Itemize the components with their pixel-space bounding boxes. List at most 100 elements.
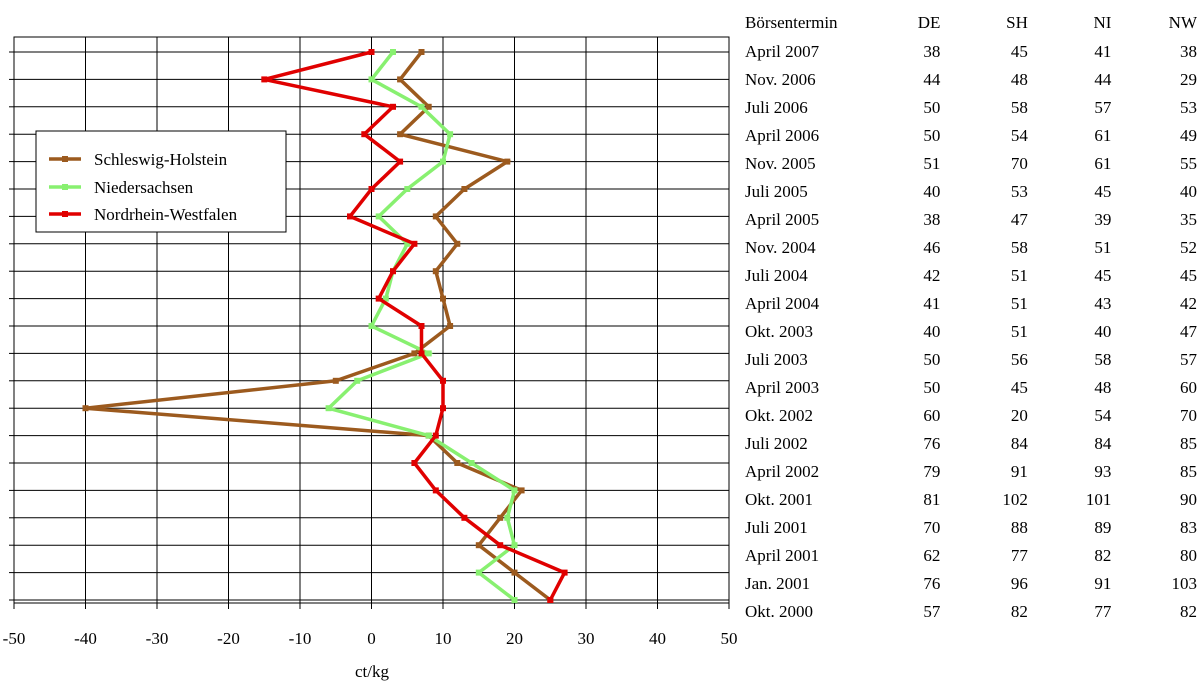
table-row: Juli 2006 50 58 57 53 (738, 94, 1197, 122)
cell-nw: 82 (1180, 602, 1197, 621)
row-label: Juli 2003 (745, 350, 808, 369)
cell-ni: 84 (1094, 434, 1112, 453)
data-point (390, 268, 396, 275)
data-point (368, 49, 375, 55)
cell-ni: 57 (1094, 98, 1112, 117)
header-sh: SH (1006, 13, 1028, 32)
table-row: Juli 2002 76 84 84 85 (738, 430, 1197, 458)
data-point (475, 542, 482, 549)
cell-nw: 103 (1171, 574, 1197, 593)
data-point (497, 542, 504, 549)
data-point (361, 131, 368, 138)
data-point (425, 432, 432, 439)
data-point (375, 213, 382, 220)
table-row: Juli 2004 42 51 45 45 (738, 262, 1197, 290)
data-point (468, 460, 475, 466)
legend: Schleswig-Holstein Niedersachsen Nordrhein… (35, 130, 287, 233)
cell-sh: 56 (1010, 350, 1028, 369)
cell-sh: 82 (1010, 602, 1028, 621)
series-nordrhein-westfalen (261, 49, 568, 603)
cell-nw: 90 (1180, 490, 1197, 509)
legend-label: Niedersachsen (94, 178, 194, 197)
data-point (432, 268, 439, 275)
cell-ni: 54 (1094, 406, 1112, 425)
cell-sh: 88 (1010, 518, 1028, 537)
cell-de: 70 (923, 518, 941, 537)
data-point (404, 240, 411, 247)
cell-de: 40 (923, 322, 941, 341)
cell-sh: 53 (1010, 182, 1028, 201)
cell-nw: 45 (1180, 266, 1197, 285)
cell-de: 50 (923, 378, 941, 397)
x-tick-label: -50 (3, 629, 26, 648)
row-label: Okt. 2001 (745, 490, 813, 509)
data-point (397, 131, 404, 138)
legend-swatch-marker (62, 211, 68, 217)
cell-sh: 47 (1010, 210, 1028, 229)
x-tick-label: 10 (435, 629, 452, 648)
cell-nw: 85 (1180, 434, 1197, 453)
cell-ni: 61 (1094, 126, 1112, 145)
table-row: Okt. 2002 60 20 54 70 (738, 402, 1197, 430)
data-point (411, 350, 418, 357)
cell-de: 81 (923, 490, 941, 509)
cell-nw: 70 (1180, 406, 1197, 425)
data-point (411, 460, 418, 466)
cell-de: 76 (923, 574, 941, 593)
data-point (440, 377, 446, 384)
data-point (332, 377, 339, 384)
header-boersentermin: Börsentermin (745, 13, 838, 32)
cell-ni: 41 (1094, 42, 1112, 61)
data-point (504, 158, 511, 165)
legend-swatch-marker (62, 184, 68, 190)
data-point (425, 350, 432, 357)
data-point (397, 158, 404, 165)
table-row: April 2001 62 77 82 80 (738, 542, 1197, 570)
data-point (418, 103, 425, 110)
cell-sh: 48 (1010, 70, 1028, 89)
cell-nw: 52 (1180, 238, 1197, 257)
header-nw: NW (1168, 13, 1197, 32)
data-point (447, 323, 454, 329)
data-point (418, 323, 425, 329)
x-tick-label: 30 (578, 629, 595, 648)
data-point (397, 76, 404, 83)
data-point (347, 213, 353, 220)
data-point (418, 49, 425, 55)
x-tick-label: 40 (649, 629, 666, 648)
data-point (511, 487, 518, 494)
legend-label: Schleswig-Holstein (94, 150, 228, 169)
cell-nw: 80 (1180, 546, 1197, 565)
cell-ni: 58 (1094, 350, 1112, 369)
cell-de: 41 (923, 294, 941, 313)
row-label: Nov. 2004 (745, 238, 816, 257)
cell-ni: 44 (1094, 70, 1112, 89)
data-point (461, 514, 468, 521)
row-label: Juli 2006 (745, 98, 808, 117)
series-lines (82, 49, 568, 603)
cell-de: 50 (923, 350, 941, 369)
row-label: April 2006 (745, 126, 820, 145)
cell-sh: 51 (1010, 294, 1028, 313)
data-point (368, 186, 375, 192)
data-point (325, 405, 332, 412)
data-point (440, 158, 446, 165)
table-row: Juli 2001 70 88 89 83 (738, 514, 1197, 542)
data-point (368, 76, 375, 83)
cell-nw: 83 (1180, 518, 1197, 537)
difference-line-chart: -50 -40 -30 -20 -10 0 10 20 30 40 50 ct/kg Schlesw… (3, 36, 738, 681)
data-point (447, 131, 454, 138)
x-tick-label: -30 (146, 629, 169, 648)
data-point (432, 487, 439, 494)
header-ni: NI (1093, 13, 1112, 32)
cell-de: 38 (923, 42, 941, 61)
x-tick-label: -10 (289, 629, 312, 648)
row-label: April 2007 (745, 42, 820, 61)
table-row: Okt. 2000 57 82 77 82 (738, 598, 1197, 626)
table-header-row: Börsentermin DE SH NI NW (738, 8, 1197, 38)
table-row: April 2003 50 45 48 60 (738, 374, 1197, 402)
data-point (454, 460, 461, 466)
row-label: Nov. 2005 (745, 154, 816, 173)
cell-de: 62 (923, 546, 941, 565)
legend-swatch-marker (62, 156, 68, 162)
